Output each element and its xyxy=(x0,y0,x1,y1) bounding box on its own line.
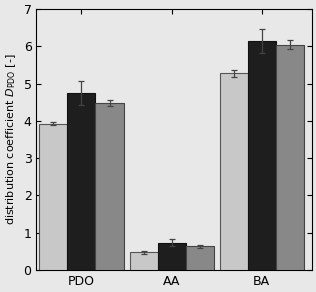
Bar xyxy=(185,246,214,270)
Bar xyxy=(95,103,124,270)
Bar xyxy=(67,93,95,270)
Bar xyxy=(276,45,304,270)
Bar xyxy=(158,243,185,270)
Bar xyxy=(40,124,67,270)
Bar xyxy=(220,73,248,270)
Bar xyxy=(130,252,158,270)
Y-axis label: distribution coefficient $D_{\mathrm{PDO}}$ [-]: distribution coefficient $D_{\mathrm{PDO… xyxy=(4,54,18,225)
Bar xyxy=(248,41,276,270)
